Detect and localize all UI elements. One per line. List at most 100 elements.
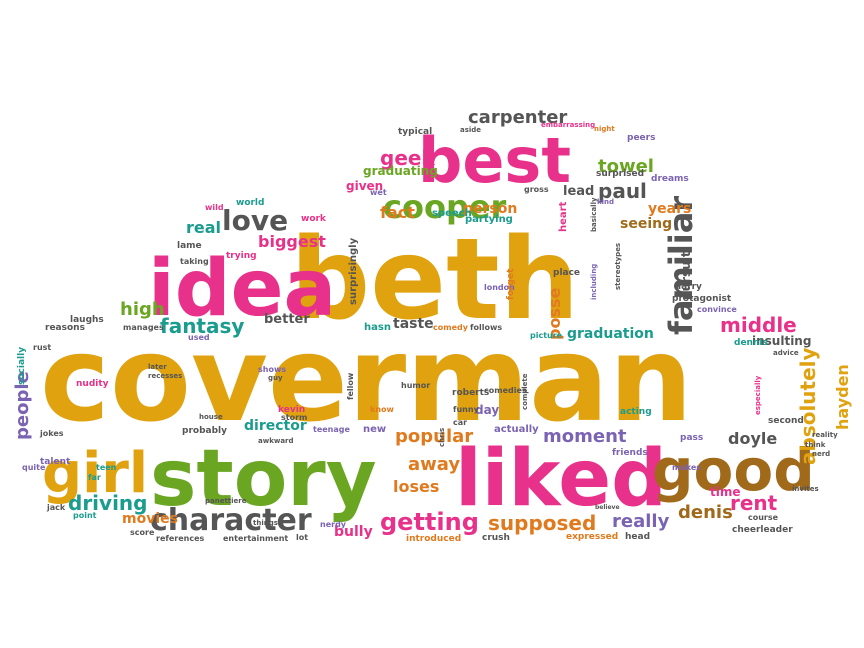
cloud-word-wet: wet [370,188,387,197]
cloud-word-love: love [222,204,288,237]
cloud-word-convince: convince [697,305,737,314]
cloud-word-forget: forget [506,268,516,300]
cloud-word-embarrassing: embarrassing [541,121,595,129]
cloud-word-beth: beth [290,215,579,345]
cloud-word-rust: rust [33,343,51,352]
cloud-word-score: score [130,528,155,537]
cloud-word-good: good [652,436,815,504]
cloud-word-hayden: hayden [833,364,852,430]
cloud-word-head: head [625,532,650,542]
cloud-word-heart: heart [558,201,569,232]
cloud-word-larry: larry [678,282,702,292]
cloud-word-fellow: fellow [346,372,355,400]
cloud-word-stereotypes: stereotypes [614,243,622,290]
cloud-word-people: people [12,371,33,440]
cloud-word-shows: shows [258,365,286,374]
cloud-word-recesses: recesses [148,372,182,380]
cloud-word-follows: follows [470,323,502,332]
cloud-word-funny: funny [453,405,480,414]
cloud-word-getting: getting [380,508,479,536]
cloud-word-hasn: hasn [364,322,391,333]
cloud-word-comedies: comedies [484,386,527,395]
cloud-word-day: day [475,403,499,417]
cloud-word-moment: moment [543,426,627,447]
cloud-word-movies: movies [122,511,178,527]
cloud-word-lead: lead [563,184,594,199]
cloud-word-london: london [484,283,515,292]
cloud-word-protagonist: protagonist [672,294,732,304]
cloud-word-graduating: graduating [363,164,438,178]
cloud-word-graduation: graduation [567,326,654,342]
cloud-word-expressed: expressed [566,532,618,542]
cloud-word-popular: popular [395,426,473,447]
cloud-word-friends: friends [612,448,648,458]
cloud-word-biggest: biggest [258,232,326,251]
cloud-word-time: time [710,485,741,499]
cloud-word-partying: partying [465,214,513,225]
cloud-word-familiar: familiar [662,196,700,335]
cloud-word-makes: makes [672,463,701,472]
cloud-word-lot: lot [296,533,308,542]
cloud-word-dennis: dennis [734,338,768,348]
cloud-word-rent: rent [730,491,778,515]
cloud-word-used: used [188,333,210,342]
cloud-word-paul: paul [598,179,647,203]
cloud-word-awkward: awkward [258,437,294,445]
cloud-word-later: later [148,363,167,371]
cloud-word-guy: guy [268,374,283,382]
cloud-word-references: references [156,534,205,543]
cloud-word-seeing: seeing [620,216,672,232]
cloud-word-teenage: teenage [313,425,350,434]
cloud-word-kevin: kevin [278,405,305,415]
cloud-word-really: really [612,511,670,532]
cloud-word-high: high [120,299,165,320]
cloud-word-typical: typical [398,127,432,137]
cloud-word-believe: believe [595,504,620,511]
cloud-word-panettiere: panettiere [205,497,247,505]
cloud-word-quite: quite [22,463,46,472]
cloud-word-point: point [73,511,97,520]
cloud-word-kind: kind [597,198,614,206]
cloud-word-cooper: cooper [383,188,507,226]
cloud-word-car: car [453,418,467,427]
cloud-word-girl: girl [42,441,148,506]
cloud-word-posse: posse [545,288,564,340]
cloud-word-manages: manages [123,323,164,332]
cloud-word-lame: lame [177,241,202,251]
cloud-word-surprisingly: surprisingly [348,237,359,305]
cloud-word-story: story [150,434,377,524]
cloud-word-entertainment: entertainment [223,534,288,543]
cloud-word-driving: driving [68,491,147,515]
cloud-word-storm: storm [281,413,307,422]
cloud-word-best: best [418,124,571,197]
cloud-word-reality: reality [812,431,838,439]
cloud-word-bully: bully [334,524,373,540]
cloud-word-probably: probably [182,426,227,436]
cloud-word-crush: crush [482,533,510,543]
cloud-word-advice: advice [773,349,799,357]
cloud-word-geek: geek [380,146,435,170]
cloud-word-course: course [748,513,779,522]
cloud-word-supposed: supposed [488,511,596,535]
cloud-word-think: think [805,441,826,449]
cloud-word-fact: fact [380,203,415,222]
cloud-word-years: years [648,201,691,217]
cloud-word-jokes: jokes [39,429,64,438]
cloud-word-night: night [594,125,615,133]
cloud-word-speech: speech [432,208,472,219]
cloud-word-surprised: surprised [596,169,644,179]
cloud-word-socially: socially [17,347,27,385]
cloud-word-middle: middle [720,313,797,337]
cloud-word-doyle: doyle [728,429,777,448]
cloud-word-complete: complete [521,373,529,410]
cloud-word-towel: towel [598,156,654,177]
cloud-word-roberts: roberts [452,388,489,398]
cloud-word-nerd: nerd [812,450,830,458]
cloud-word-idea: idea [148,244,336,334]
cloud-word-real: real [186,218,221,237]
cloud-word-especially: especially [754,375,762,415]
cloud-word-character: character [150,503,312,538]
cloud-word-trying: trying [226,251,257,261]
cloud-word-comedy: comedy [433,323,469,332]
